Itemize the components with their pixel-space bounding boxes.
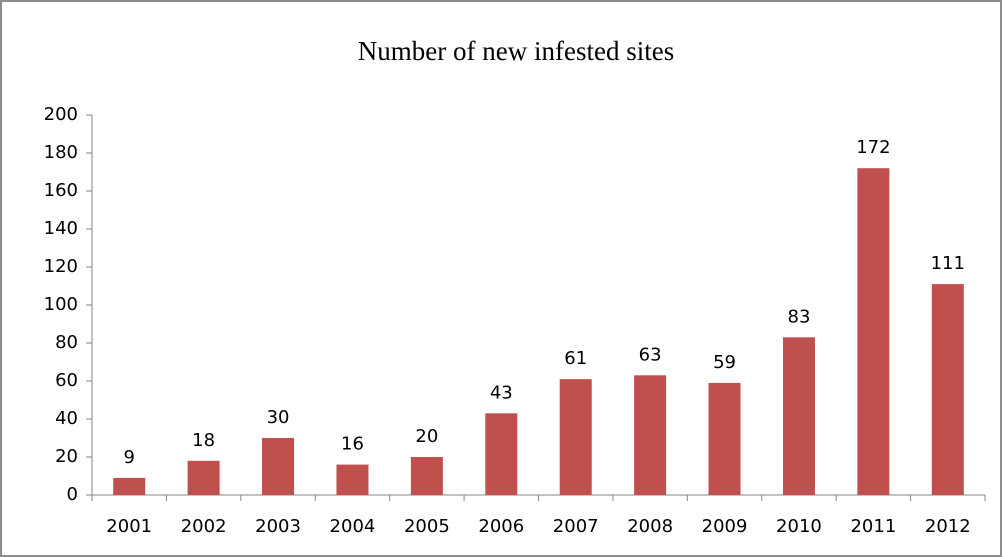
data-label: 83 bbox=[788, 306, 811, 327]
bar bbox=[113, 477, 146, 495]
x-tick-label: 2001 bbox=[106, 516, 152, 537]
bar bbox=[857, 168, 890, 495]
x-tick-label: 2003 bbox=[255, 516, 301, 537]
data-label: 59 bbox=[713, 352, 736, 373]
y-tick-label: 200 bbox=[44, 104, 78, 125]
data-label: 20 bbox=[415, 426, 438, 447]
bar bbox=[634, 375, 667, 495]
y-tick-label: 120 bbox=[44, 256, 78, 277]
data-label: 111 bbox=[931, 253, 965, 274]
y-tick-label: 20 bbox=[55, 446, 78, 467]
x-tick-label: 2005 bbox=[404, 516, 450, 537]
bar bbox=[782, 337, 815, 495]
y-tick-label: 40 bbox=[55, 408, 78, 429]
bar bbox=[931, 284, 964, 495]
x-tick-label: 2007 bbox=[553, 516, 599, 537]
x-tick-label: 2008 bbox=[627, 516, 673, 537]
y-tick-label: 100 bbox=[44, 294, 78, 315]
x-tick-label: 2011 bbox=[850, 516, 896, 537]
data-label: 16 bbox=[341, 434, 364, 455]
bar bbox=[410, 457, 443, 495]
data-label: 9 bbox=[123, 447, 134, 468]
data-label: 43 bbox=[490, 382, 513, 403]
y-tick-label: 180 bbox=[44, 142, 78, 163]
bar bbox=[708, 382, 741, 495]
x-tick-label: 2009 bbox=[702, 516, 748, 537]
x-tick-label: 2006 bbox=[478, 516, 524, 537]
y-tick-label: 140 bbox=[44, 218, 78, 239]
bar bbox=[559, 379, 592, 495]
x-tick-label: 2004 bbox=[330, 516, 376, 537]
data-label: 172 bbox=[856, 137, 890, 158]
x-tick-label: 2002 bbox=[181, 516, 227, 537]
data-label: 30 bbox=[267, 407, 290, 428]
y-tick-label: 60 bbox=[55, 370, 78, 391]
data-label: 63 bbox=[639, 344, 662, 365]
chart-title: Number of new infested sites bbox=[358, 36, 674, 66]
bar bbox=[336, 464, 369, 495]
x-tick-label: 2012 bbox=[925, 516, 971, 537]
bar bbox=[187, 460, 220, 495]
y-tick-label: 160 bbox=[44, 180, 78, 201]
bar bbox=[262, 438, 295, 495]
y-tick-label: 80 bbox=[55, 332, 78, 353]
x-tick-label: 2010 bbox=[776, 516, 822, 537]
bar bbox=[485, 413, 518, 495]
data-label: 18 bbox=[192, 430, 215, 451]
data-label: 61 bbox=[564, 348, 587, 369]
y-tick-label: 0 bbox=[67, 484, 78, 505]
